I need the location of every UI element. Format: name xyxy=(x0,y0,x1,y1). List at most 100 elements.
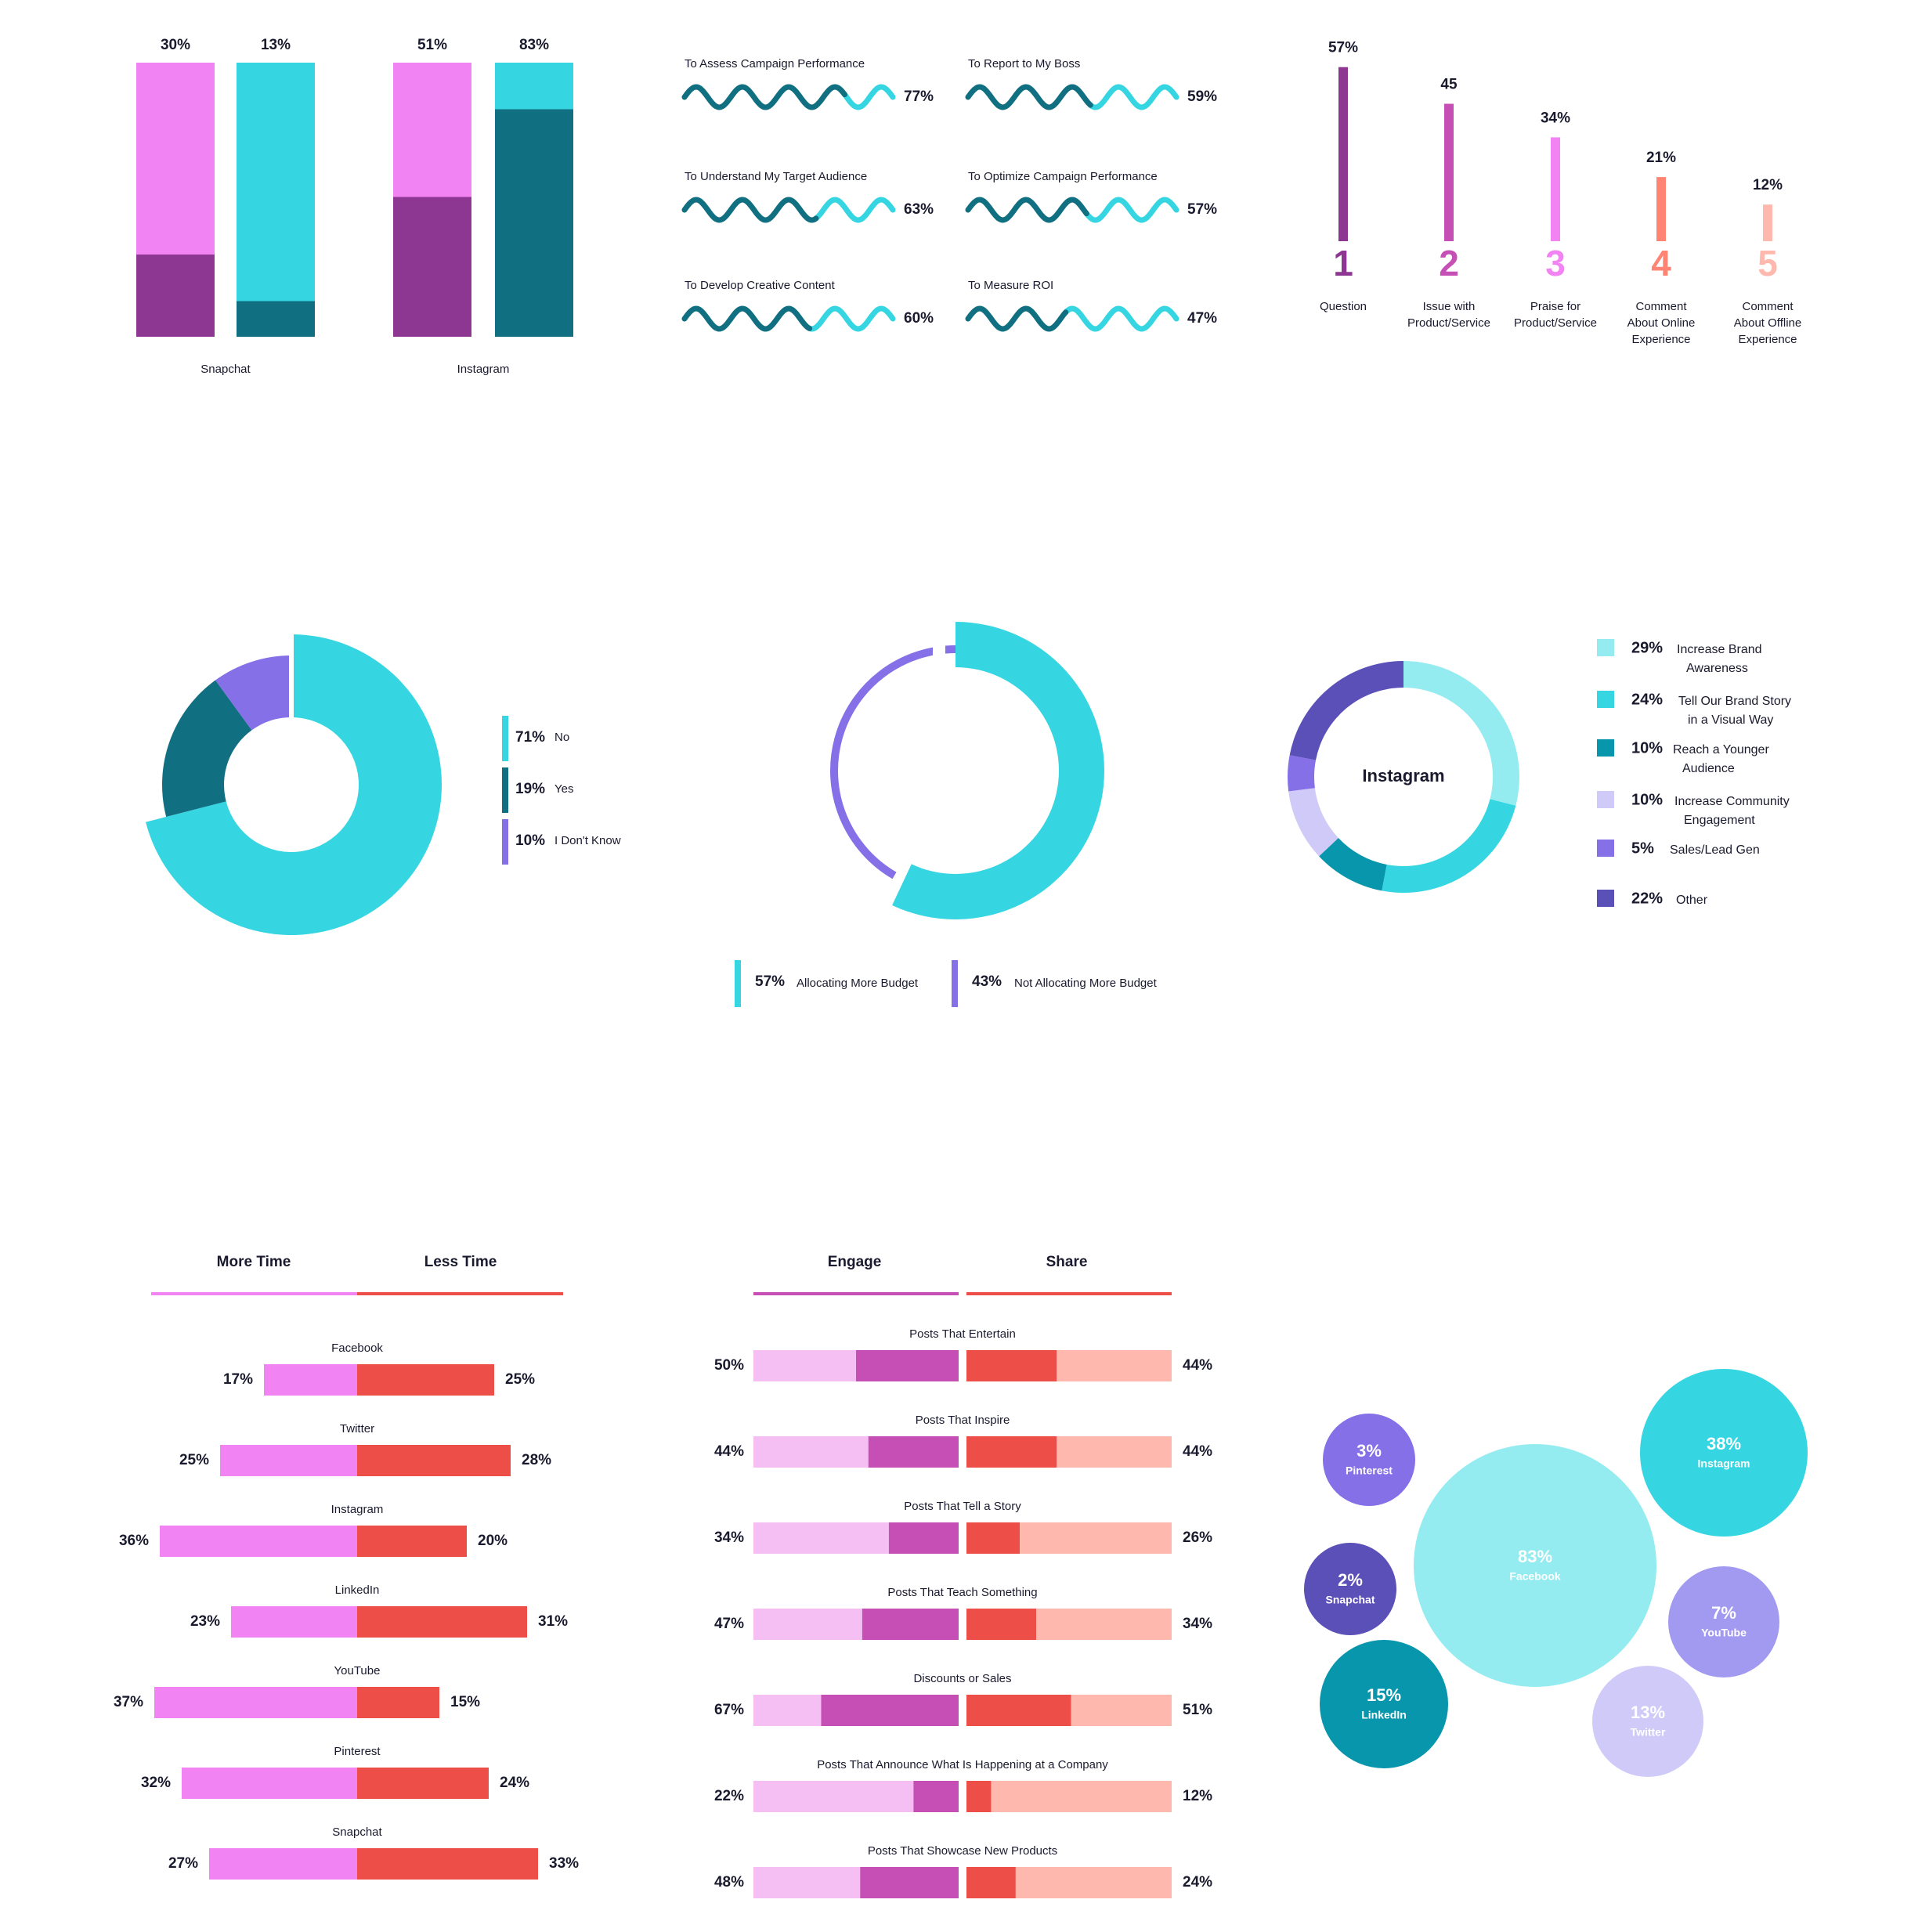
row-label: Discounts or Sales xyxy=(913,1672,1011,1685)
bubble xyxy=(1323,1414,1415,1506)
legend-label: Not Allocating More Budget xyxy=(1014,977,1158,990)
row-label: Posts That Announce What Is Happening at… xyxy=(817,1758,1108,1771)
engage-share-chart: Engage Share Posts That Entertain 50% 44% Pos… xyxy=(714,1254,1212,1898)
ranked-bar xyxy=(1551,137,1560,241)
legend-swatch xyxy=(1597,691,1614,708)
row-label: Posts That Entertain xyxy=(909,1327,1016,1341)
stacked-group-label: Snapchat xyxy=(200,363,251,376)
ranked-label: About Online xyxy=(1627,316,1696,330)
ring-slice xyxy=(830,645,956,879)
ranked-label: About Offline xyxy=(1734,316,1801,330)
row-label: YouTube xyxy=(334,1664,381,1677)
legend-label: Engagement xyxy=(1684,814,1755,827)
bar-share-rest xyxy=(991,1781,1172,1812)
value-engage: 50% xyxy=(714,1357,744,1374)
legend-label: No xyxy=(555,731,569,744)
bubble-label: YouTube xyxy=(1701,1627,1747,1639)
legend-percent: 43% xyxy=(972,973,1002,990)
wave-remainder xyxy=(1063,305,1179,332)
bubble-value: 7% xyxy=(1711,1603,1736,1623)
bar-less xyxy=(357,1364,494,1396)
stacked-bar-top xyxy=(237,63,315,302)
wave-percent: 47% xyxy=(1187,310,1217,327)
value-engage: 44% xyxy=(714,1443,744,1460)
bar-share-rest xyxy=(1057,1350,1172,1381)
bubble-label: Facebook xyxy=(1509,1570,1561,1583)
wave-remainder xyxy=(807,305,896,332)
stacked-bar-label: 13% xyxy=(261,37,291,53)
bar-more xyxy=(220,1445,357,1476)
header-rule xyxy=(151,1292,357,1295)
stacked-bars-chart: 30% 13% Snapchat 51% 83% Instagram xyxy=(136,37,573,376)
stacked-bar-value xyxy=(393,197,471,337)
legend-swatch xyxy=(1597,639,1614,656)
donut-slice xyxy=(1319,838,1387,891)
bubble-value: 13% xyxy=(1631,1703,1665,1722)
donut-slice xyxy=(215,655,291,731)
legend-swatch xyxy=(502,819,508,865)
legend-percent: 24% xyxy=(1631,691,1663,708)
ring-budget-chart: 57% Allocating More Budget 43% Not Allocati… xyxy=(735,617,1158,1007)
stacked-bar-label: 51% xyxy=(417,37,447,53)
bar-engage-rest xyxy=(753,1436,869,1468)
bar-engage-rest xyxy=(753,1867,861,1898)
ranked-label: Experience xyxy=(1631,333,1690,346)
bar-less xyxy=(357,1848,538,1880)
row-label: Posts That Inspire xyxy=(916,1414,1010,1427)
bar-engage-rest xyxy=(753,1350,856,1381)
legend-swatch xyxy=(735,960,741,1007)
row-label: Snapchat xyxy=(332,1825,382,1839)
donut-slice xyxy=(146,634,443,935)
value-share: 51% xyxy=(1183,1702,1212,1718)
ring-gap xyxy=(933,617,945,672)
wave-label: To Develop Creative Content xyxy=(685,279,836,292)
ranked-bar xyxy=(1656,177,1666,241)
bar-share-rest xyxy=(1071,1695,1172,1726)
ranked-label: Comment xyxy=(1635,300,1687,313)
bar-engage-rest xyxy=(753,1695,822,1726)
row-label: Posts That Tell a Story xyxy=(904,1500,1021,1513)
value-more: 25% xyxy=(179,1452,209,1468)
wave-value xyxy=(965,197,1089,223)
ranked-number: 4 xyxy=(1651,243,1671,283)
bar-share xyxy=(966,1436,1057,1468)
legend-swatch xyxy=(1597,840,1614,857)
bubble-value: 15% xyxy=(1367,1685,1401,1705)
wave-value xyxy=(965,84,1093,110)
legend-swatch xyxy=(1597,890,1614,907)
value-share: 26% xyxy=(1183,1529,1212,1546)
legend-percent: 10% xyxy=(1631,791,1663,808)
ranked-label: Praise for xyxy=(1530,300,1580,313)
legend-label: in a Visual Way xyxy=(1688,713,1773,727)
value-share: 34% xyxy=(1183,1616,1212,1632)
bar-less xyxy=(357,1687,439,1718)
wave-remainder xyxy=(1087,84,1179,110)
value-less: 25% xyxy=(505,1371,535,1388)
value-more: 17% xyxy=(223,1371,253,1388)
ranked-number: 3 xyxy=(1545,243,1566,283)
donut-slice xyxy=(1403,661,1519,806)
value-share: 12% xyxy=(1183,1788,1212,1804)
legend-swatch xyxy=(1597,739,1614,757)
column-header: Less Time xyxy=(424,1254,497,1270)
legend-label: Reach a Younger xyxy=(1673,743,1769,757)
value-less: 31% xyxy=(538,1613,568,1630)
legend-percent: 5% xyxy=(1631,840,1654,857)
value-share: 24% xyxy=(1183,1874,1212,1890)
diverging-time-chart: More Time Less Time Facebook 17% 25% Twitter 2… xyxy=(114,1254,579,1880)
bubble xyxy=(1414,1444,1656,1687)
stacked-bar-top xyxy=(136,63,215,255)
legend-label: Audience xyxy=(1682,762,1735,775)
bubble-label: Instagram xyxy=(1698,1457,1750,1470)
stacked-bar-value xyxy=(237,301,315,337)
donut-gap xyxy=(289,631,294,719)
legend-percent: 57% xyxy=(755,973,785,990)
bar-share xyxy=(966,1867,1016,1898)
legend-swatch xyxy=(502,767,508,813)
value-more: 32% xyxy=(141,1775,171,1791)
wave-label: To Assess Campaign Performance xyxy=(685,57,865,70)
bar-less xyxy=(357,1768,489,1799)
column-header: More Time xyxy=(217,1254,291,1270)
bar-share xyxy=(966,1609,1037,1640)
